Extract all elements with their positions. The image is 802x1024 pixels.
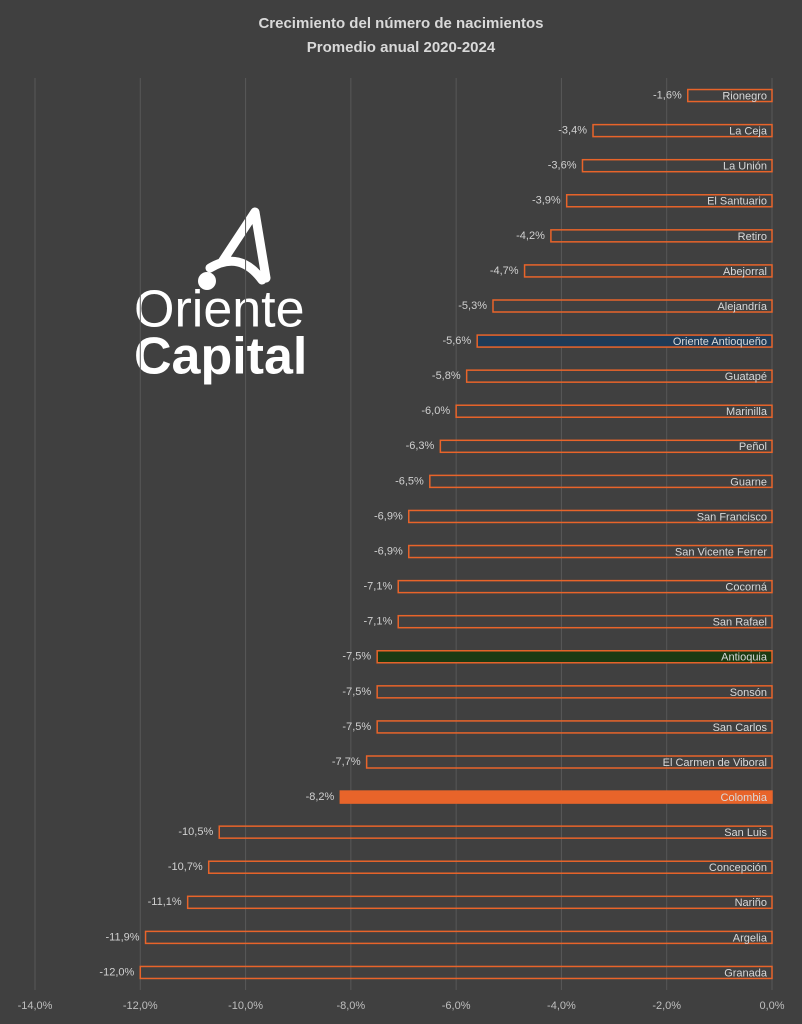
bar — [397, 579, 773, 594]
data-label: -6,0% — [421, 405, 450, 417]
data-label: -10,5% — [178, 826, 213, 838]
chart-title: Crecimiento del número de nacimientos — [258, 15, 543, 32]
logo-mark — [205, 207, 271, 285]
bar — [476, 334, 773, 348]
data-label: -3,4% — [558, 125, 587, 137]
category-label: San Luis — [724, 827, 767, 839]
logo: Oriente Capital — [134, 207, 307, 386]
category-label: San Rafael — [713, 617, 767, 629]
category-label: Rionegro — [722, 90, 767, 102]
category-label: El Carmen de Viboral — [663, 757, 767, 769]
category-label: San Carlos — [713, 722, 768, 734]
data-label: -5,8% — [432, 370, 461, 382]
data-label: -1,6% — [653, 89, 682, 101]
bar — [376, 650, 773, 664]
x-tick-label: -4,0% — [547, 1000, 576, 1012]
category-label: Granada — [724, 967, 768, 979]
bar — [581, 158, 773, 173]
data-label: -5,3% — [458, 300, 487, 312]
logo-text: Oriente — [134, 281, 305, 339]
bar — [139, 965, 773, 980]
data-label: -7,1% — [363, 581, 392, 593]
data-label: -7,5% — [342, 651, 371, 663]
category-label: La Unión — [723, 161, 767, 173]
category-label: Marinilla — [726, 406, 768, 418]
data-label: -12,0% — [99, 966, 134, 978]
category-label: Peñol — [739, 441, 767, 453]
category-label: Oriente Antioqueño — [673, 336, 767, 348]
bar — [455, 404, 773, 418]
bar — [465, 369, 773, 383]
bar — [144, 930, 773, 945]
category-label: El Santuario — [707, 196, 767, 208]
bar — [376, 720, 773, 734]
x-tick-label: -12,0% — [123, 1000, 158, 1012]
category-label: Nariño — [735, 897, 767, 909]
logo-dot — [198, 272, 216, 290]
bar — [523, 264, 773, 278]
bar — [565, 194, 773, 208]
bar — [439, 439, 773, 454]
bar — [550, 229, 773, 243]
data-label: -7,1% — [363, 616, 392, 628]
bar — [339, 790, 773, 804]
category-label: Argelia — [733, 932, 768, 944]
data-label: -5,6% — [442, 335, 471, 347]
data-label: -7,7% — [332, 756, 361, 768]
category-label: La Ceja — [729, 126, 768, 138]
x-tick-label: -10,0% — [228, 1000, 263, 1012]
category-label: San Vicente Ferrer — [675, 546, 767, 558]
category-label: Antioquia — [721, 652, 768, 664]
bar — [376, 685, 773, 699]
category-label: San Francisco — [697, 511, 767, 523]
bar — [687, 88, 773, 103]
data-label: -10,7% — [168, 861, 203, 873]
bar — [207, 860, 773, 874]
chart-subtitle: Promedio anual 2020-2024 — [307, 39, 496, 56]
data-label: -4,7% — [490, 265, 519, 277]
x-tick-label: -8,0% — [336, 1000, 365, 1012]
bar — [592, 123, 773, 138]
data-label: -3,9% — [532, 195, 561, 207]
plot: -14,0% -12,0% -10,0% -8,0% -6,0% -4,0% -2,0% 0,… — [18, 78, 785, 1012]
data-label: -7,5% — [342, 721, 371, 733]
data-label: -11,1% — [148, 896, 182, 908]
category-label: Retiro — [738, 231, 767, 243]
category-label: Cocorná — [725, 582, 767, 594]
bar — [408, 544, 773, 559]
bar — [492, 299, 773, 313]
bar — [365, 755, 773, 769]
bar — [429, 474, 773, 489]
data-label: -8,2% — [306, 791, 335, 803]
x-tick-label: 0,0% — [759, 1000, 784, 1012]
category-label: Colombia — [721, 792, 768, 804]
data-label: -6,9% — [374, 510, 403, 522]
data-label: -6,5% — [395, 475, 424, 487]
category-label: Guarne — [730, 476, 767, 488]
category-label: Guatapé — [725, 371, 767, 383]
x-tick-label: -6,0% — [442, 1000, 471, 1012]
bar — [186, 895, 773, 910]
data-label: -4,2% — [516, 230, 545, 242]
x-tick-label: -14,0% — [18, 1000, 53, 1012]
x-tick-label: -2,0% — [652, 1000, 681, 1012]
bar — [408, 509, 773, 524]
bar — [397, 614, 773, 629]
category-label: Alejandría — [717, 301, 767, 313]
category-label: Sonsón — [730, 687, 767, 699]
data-label: -7,5% — [342, 686, 371, 698]
data-label: -6,9% — [374, 545, 403, 557]
category-label: Abejorral — [723, 266, 767, 278]
bar — [218, 825, 773, 839]
data-label: -11,9% — [106, 931, 140, 943]
data-label: -3,6% — [548, 160, 577, 172]
data-label: -6,3% — [406, 440, 435, 452]
logo-text: Capital — [134, 328, 307, 386]
category-label: Concepción — [709, 862, 767, 874]
